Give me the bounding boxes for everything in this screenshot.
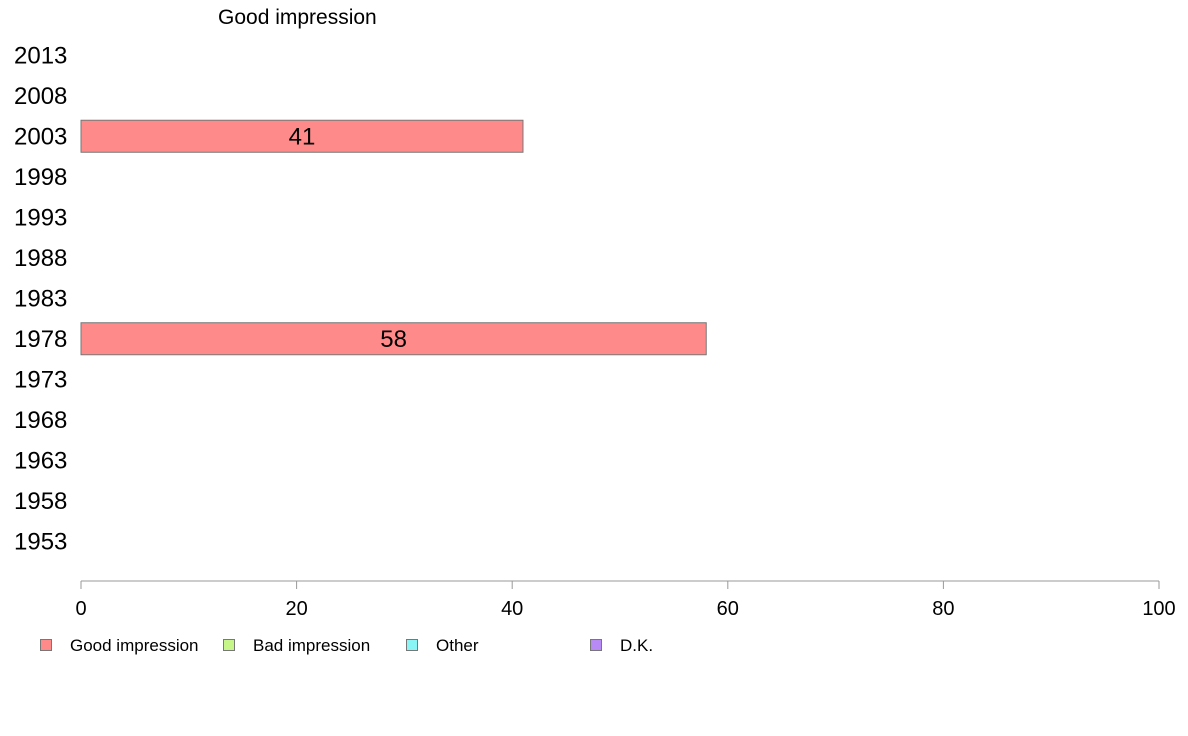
category-label: 1978 bbox=[14, 326, 67, 353]
category-label: 2003 bbox=[14, 123, 67, 150]
x-tick-label: 100 bbox=[1142, 598, 1175, 620]
x-tick-label: 0 bbox=[75, 598, 86, 620]
category-label: 1983 bbox=[14, 285, 67, 312]
bar bbox=[80, 322, 707, 356]
category-label: 1993 bbox=[14, 204, 67, 231]
category-label: 1968 bbox=[14, 407, 67, 434]
legend-swatch-other bbox=[406, 639, 418, 651]
bar-value-label: 58 bbox=[380, 326, 407, 353]
chart-title: Good impression bbox=[218, 6, 377, 29]
category-label: 1958 bbox=[14, 488, 67, 515]
category-label: 1973 bbox=[14, 366, 67, 393]
legend-label: Other bbox=[436, 636, 479, 655]
category-label: 1963 bbox=[14, 447, 67, 474]
x-tick-label: 60 bbox=[717, 598, 739, 620]
category-label: 2013 bbox=[14, 42, 67, 69]
legend-swatch-bad-impression bbox=[223, 639, 235, 651]
legend-label: D.K. bbox=[620, 636, 654, 655]
category-label: 1998 bbox=[14, 164, 67, 191]
legend-label: Bad impression bbox=[253, 636, 371, 655]
category-label: 1988 bbox=[14, 245, 67, 272]
legend-swatch-good-impression bbox=[40, 639, 52, 651]
category-label: 1953 bbox=[14, 528, 67, 555]
x-tick-label: 80 bbox=[932, 598, 954, 620]
category-label: 2008 bbox=[14, 83, 67, 110]
x-tick-label: 20 bbox=[285, 598, 307, 620]
bar bbox=[80, 119, 524, 153]
legend-swatch-dk bbox=[590, 639, 602, 651]
x-tick-label: 40 bbox=[501, 598, 523, 620]
legend-label: Good impression bbox=[70, 636, 199, 655]
bar-value-label: 41 bbox=[289, 123, 316, 150]
